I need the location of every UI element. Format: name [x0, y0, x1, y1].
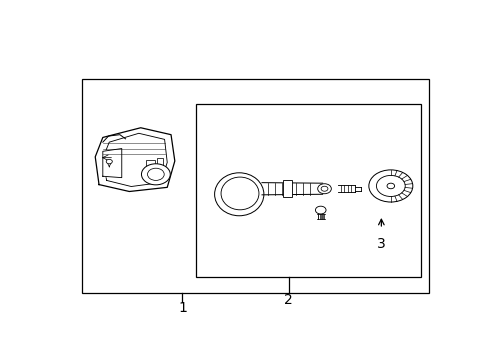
Circle shape [106, 159, 112, 164]
Bar [157, 158, 163, 168]
Polygon shape [102, 149, 122, 177]
Circle shape [376, 175, 405, 197]
Bar [82, 79, 428, 293]
Text: 2: 2 [284, 293, 292, 307]
Bar [146, 159, 154, 172]
Text: 3: 3 [376, 237, 385, 251]
Circle shape [368, 170, 412, 202]
Bar [283, 180, 291, 197]
Polygon shape [95, 128, 175, 192]
Circle shape [386, 183, 394, 189]
Bar [195, 104, 420, 278]
Text: 1: 1 [178, 301, 186, 315]
Ellipse shape [221, 177, 259, 210]
Circle shape [315, 206, 325, 214]
Circle shape [147, 168, 164, 180]
Circle shape [321, 186, 327, 191]
Circle shape [141, 164, 170, 185]
Ellipse shape [214, 173, 264, 216]
Circle shape [317, 184, 331, 194]
